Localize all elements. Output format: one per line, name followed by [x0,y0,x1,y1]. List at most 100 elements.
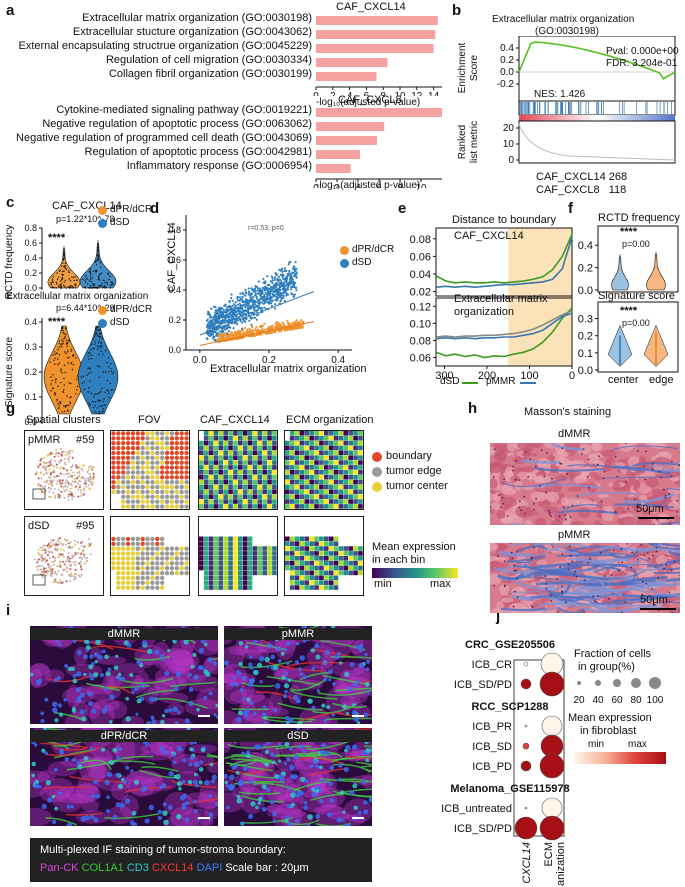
i-1-nuc-124 [113,665,119,671]
d-pt-dsd-725 [292,280,295,283]
g-f1-cell-4-13 [130,494,136,500]
g-f1-cell-0-10 [111,479,116,485]
g-f1-cell-0-8 [111,470,116,475]
g-x2-cell-7-4 [233,536,238,542]
g-f1-cell-5-1 [135,436,141,441]
d-pt-dsd-624 [244,288,247,291]
c1-violin-dsd-pt-0 [100,285,103,287]
g-f1-cell-6-12 [140,489,145,495]
i-1-nuc-59 [67,666,73,672]
g-x1-cell-14-6 [267,460,272,465]
c2-violin-dsd-pt-96 [96,407,99,409]
d-pt-dsd-66 [283,300,286,303]
g-f2-cell-4-14 [130,585,136,590]
g-f1-cell-11-15 [164,504,170,509]
d-pt-dsd-782 [295,276,298,279]
g-c1-spot-621 [46,480,49,483]
tick-label-6: 12 [411,91,423,96]
g-c1-spot-119 [62,473,65,476]
g-x1-cell-12-9 [257,474,263,480]
c2-violin-dsd-pt-97 [99,399,101,401]
g-e2-cell-0-10 [285,565,290,571]
g-x2-cell-4-6 [218,546,224,551]
g-f1-cell-1-12 [116,489,121,495]
g-c2-spot-443 [63,563,66,566]
g-x2-cell-1-5 [203,541,209,546]
d-pt-dsd-686 [257,313,260,316]
c1-violin-dsd-pt-61 [92,286,95,289]
g-f2-cell-3-14 [125,585,131,590]
d-pt-dsd-873 [249,300,252,303]
c2-violin-dsd-pt-60 [87,355,89,357]
g-c1-spot-636 [70,493,73,496]
g-x1-cell-12-3 [257,445,263,451]
c1-violin-dprdcr-pt-64 [59,269,61,271]
g-c1-spot-252 [60,454,63,457]
g-e1-cell-15-4 [358,450,363,456]
g-c1-spot-340 [49,452,52,455]
g-e1-cell-11-5 [338,455,344,460]
g-c2-spot-667 [68,574,71,577]
g-viridis-colorbar [372,568,458,578]
g-f2-cell-9-8 [155,556,160,561]
g-e2-cell-3-8 [299,556,305,561]
g-c2-spot-239 [43,569,46,572]
d-pt-dsd-140 [230,296,233,300]
c2-tick-label-2: 0.2 [24,367,37,377]
g-f2-cell-10-6 [159,546,165,551]
h-img1-fiber-13 [610,445,678,452]
g-x1-cell-2-6 [208,460,214,465]
g-f2-cell-14-9 [179,561,184,566]
g-e1-cell-11-1 [338,435,344,441]
h-img1-cell-123 [501,488,517,495]
g-e2-cell-10-12 [333,575,339,581]
g-x2-cell-2-7 [208,551,214,556]
g-e1-cell-14-15 [353,504,358,509]
g-x1-cell-7-5 [233,455,238,460]
d-pt-dsd-666 [250,312,253,315]
g-c1-spot-688 [88,478,91,481]
g-x1-cell-12-8 [257,470,263,475]
c1-violin-dsd-pt-106 [89,287,91,289]
d-pt-dprdcr-448 [296,325,300,328]
i-1-nuc-126 [161,657,165,661]
g-e1-cell-9-3 [328,445,334,451]
c2-violin-dsd-pt-63 [108,396,110,399]
i-1-nuc-101 [135,712,139,716]
g-x1-cell-12-1 [257,435,263,441]
c1-violin-dsd-pt-32 [91,277,94,279]
g-c1-spot-156 [66,488,68,491]
legend-label-dprdcr: dPR/dCR [110,204,153,215]
g-f2-cell-6-6 [140,546,145,551]
d-pt-dsd-545 [265,298,268,301]
g-x1-cell-1-9 [203,474,209,480]
g-c2-spot-121 [48,547,51,549]
h-img1-cell-59 [600,450,617,457]
h-img2-nuc-15 [599,551,602,554]
panel-label-i: i [6,602,11,619]
g-x1-cell-14-9 [267,474,272,480]
i-2-ck-38 [339,696,361,706]
h-img2-nuc-74 [561,592,563,594]
h-img2-nuc-64 [673,560,676,563]
g-e1-cell-13-3 [348,445,353,451]
g-c2-spot-127 [83,553,86,556]
h-img2-cell-205 [510,586,526,596]
g-cxcl14-pmmr [198,430,278,510]
d-pt-dsd-355 [292,267,295,271]
g-x1-cell-6-14 [228,499,233,504]
h-img2-nuc-38 [655,550,658,553]
g-e2-cell-6-7 [314,551,319,556]
c1-violin-dprdcr-pt-5 [52,275,54,278]
g-e2-cell-10-14 [333,585,339,590]
g-c1-spot-402 [45,471,48,474]
g-f2-cell-3-6 [125,546,131,551]
c2-violin-dsd-pt-25 [88,367,90,369]
g-x1-cell-14-8 [267,470,272,475]
i-1-nuc-130 [129,672,134,678]
c2-violin-dsd-pt-0 [88,402,90,404]
c2-violin-dsd-pt-10 [98,353,100,356]
g-x2-cell-8-6 [238,546,243,551]
panel-label-c: c [6,194,15,211]
g-e1-cell-8-0 [324,431,329,436]
